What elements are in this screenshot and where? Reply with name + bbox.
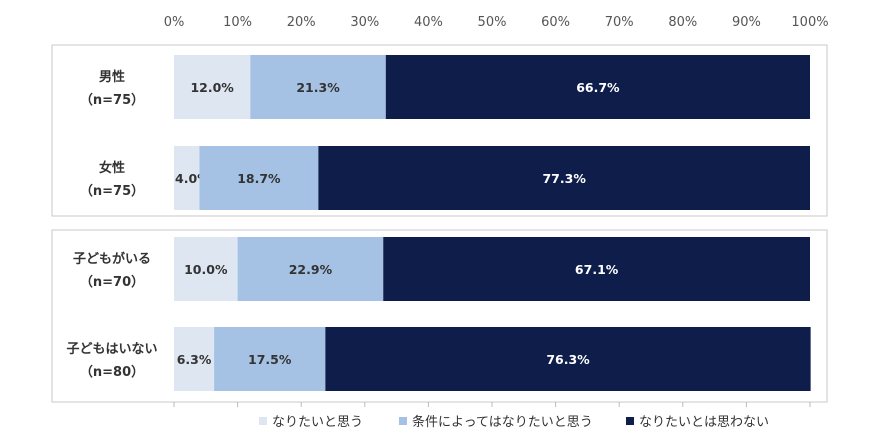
- x-tick-label: 40%: [414, 15, 443, 30]
- bar-segment: [250, 55, 386, 119]
- bar-segment: [199, 146, 319, 210]
- data-label: 10.0%: [184, 262, 228, 277]
- data-label: 18.7%: [237, 171, 281, 186]
- data-label: 22.9%: [289, 262, 333, 277]
- x-tick-label: 10%: [223, 15, 252, 30]
- legend-label: 条件によってはなりたいと思う: [412, 414, 593, 430]
- x-tick-label: 70%: [605, 15, 634, 30]
- data-label: 76.3%: [546, 352, 590, 367]
- category-n-label: （n=75）: [80, 183, 144, 199]
- category-n-label: （n=70）: [80, 274, 144, 290]
- legend-swatch: [626, 417, 634, 425]
- data-label: 21.3%: [296, 80, 340, 95]
- bar-segment: [174, 55, 251, 119]
- data-label: 17.5%: [248, 352, 292, 367]
- bar-segment: [174, 237, 238, 301]
- legend-label: なりたいと思う: [272, 415, 363, 430]
- data-label: 66.7%: [576, 80, 620, 95]
- category-label: 子どもはいない: [66, 342, 157, 357]
- bar-segment: [325, 327, 811, 391]
- data-label: 77.3%: [542, 171, 586, 186]
- data-label: 6.3%: [177, 352, 212, 367]
- x-tick-label: 20%: [287, 15, 316, 30]
- category-label: 女性: [99, 160, 125, 176]
- x-tick-label: 100%: [791, 15, 828, 30]
- bar-segment: [385, 55, 810, 119]
- group-frame-1: [51, 44, 828, 217]
- category-label: 男性: [99, 69, 125, 85]
- legend-label: なりたいとは思わない: [639, 415, 769, 430]
- legend-swatch: [259, 417, 267, 425]
- bar-segment: [174, 146, 200, 210]
- category-label: 子どもがいる: [73, 251, 151, 267]
- x-tick-label: 30%: [350, 15, 379, 30]
- data-label: 67.1%: [575, 262, 619, 277]
- bar-segment: [237, 237, 384, 301]
- bar-segment: [318, 146, 810, 210]
- bar-segment: [214, 327, 326, 391]
- bar-segment: [174, 327, 215, 391]
- category-n-label: （n=80）: [80, 364, 144, 380]
- x-tick-label: 80%: [668, 15, 697, 30]
- x-tick-label: 0%: [164, 15, 185, 30]
- bar-segment: [383, 237, 810, 301]
- legend-swatch: [399, 417, 407, 425]
- category-n-label: （n=75）: [80, 92, 144, 108]
- x-tick-label: 90%: [732, 15, 761, 30]
- data-label: 12.0%: [190, 80, 234, 95]
- x-tick-label: 50%: [478, 15, 507, 30]
- x-tick-label: 60%: [541, 15, 570, 30]
- group-frame-2: [51, 229, 828, 403]
